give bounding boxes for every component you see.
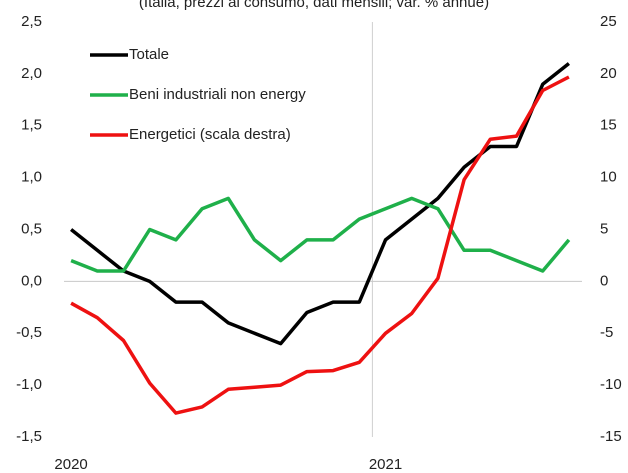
- y-tick-label: -1,5: [16, 428, 42, 445]
- legend-label: Beni industriali non energy: [129, 86, 306, 103]
- legend-label: Energetici (scala destra): [129, 126, 291, 143]
- x-tick-label: 2021: [369, 456, 402, 473]
- y2-tick-label: 20: [600, 65, 617, 82]
- y2-tick-label: -15: [600, 428, 622, 445]
- y-tick-label: -1,0: [16, 376, 42, 393]
- y-tick-label: 2,0: [21, 65, 42, 82]
- y-tick-label: 1,0: [21, 169, 42, 186]
- y-tick-label: -0,5: [16, 324, 42, 341]
- y2-tick-label: 5: [600, 220, 608, 237]
- series-line: [70, 75, 570, 415]
- y2-tick-label: -10: [600, 376, 622, 393]
- y-tick-label: 1,5: [21, 117, 42, 134]
- y2-tick-label: 0: [600, 272, 608, 289]
- y2-tick-label: -5: [600, 324, 613, 341]
- legend-label: Totale: [129, 46, 169, 63]
- y2-tick-label: 10: [600, 169, 617, 186]
- y-tick-label: 2,5: [21, 13, 42, 30]
- x-tick-label: 2020: [54, 456, 87, 473]
- chart-subtitle: (Italia, prezzi al consumo, dati mensili…: [139, 0, 489, 11]
- series-line: [70, 196, 571, 273]
- y2-tick-label: 15: [600, 117, 617, 134]
- series-line: [70, 62, 570, 346]
- y2-tick-label: 25: [600, 13, 617, 30]
- y-tick-label: 0,5: [21, 220, 42, 237]
- y-tick-label: 0,0: [21, 272, 42, 289]
